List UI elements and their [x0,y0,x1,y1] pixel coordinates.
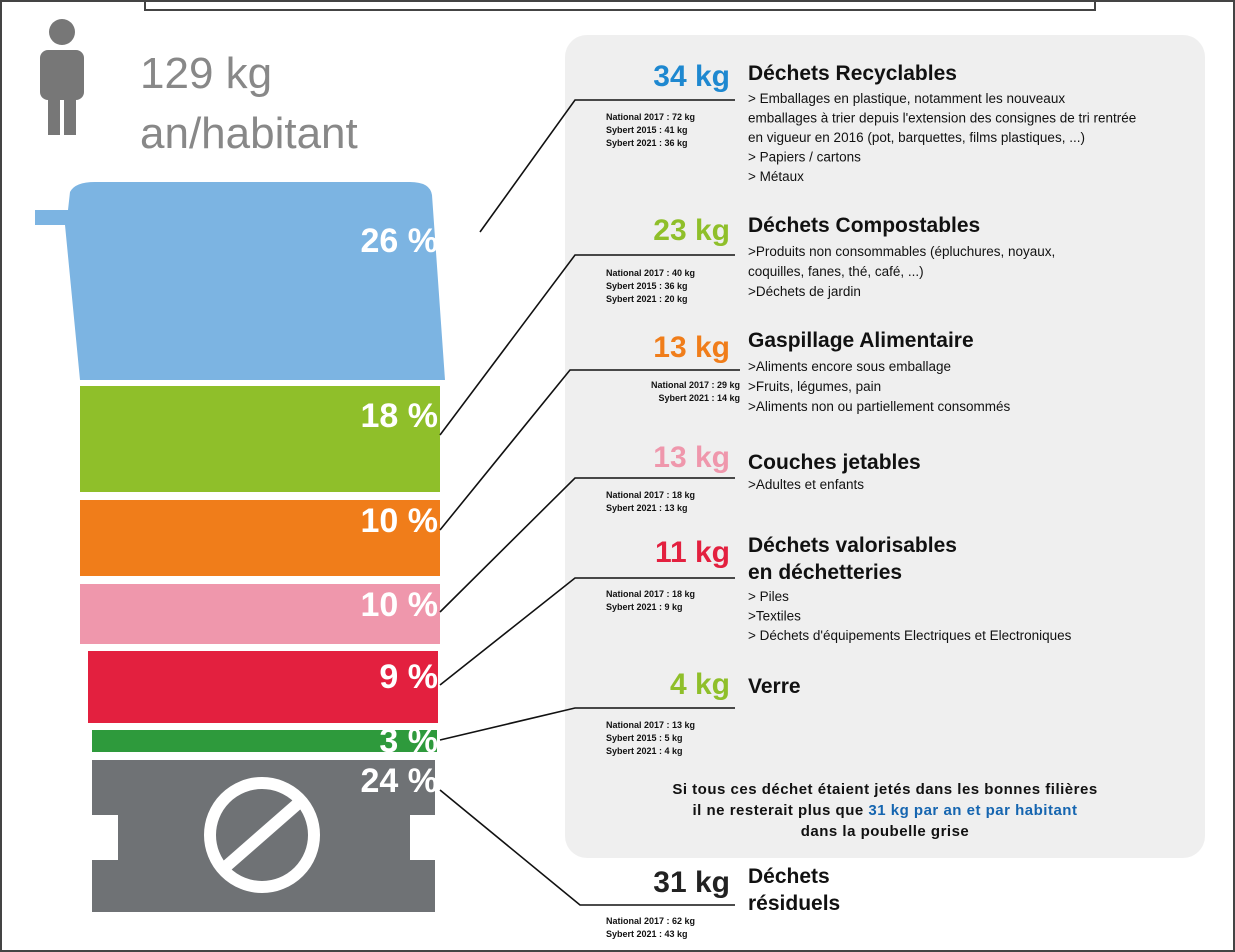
item-title: en déchetteries [748,561,902,584]
item-detail: >Fruits, légumes, pain [748,379,881,394]
bin [35,182,445,912]
note-highlight: 31 kg par an et par habitant [868,802,1077,819]
item-detail: en vigueur en 2016 (pot, barquettes, fil… [748,130,1085,145]
item-detail: >Textiles [748,609,801,624]
item-stat: National 2017 : 62 kg [606,916,695,926]
item-stat: Sybert 2015 : 41 kg [606,125,688,135]
amount: 23 kg [653,214,730,247]
item-stat: National 2017 : 18 kg [606,490,695,500]
total-weight: 129 kg [140,49,272,98]
item-stat: Sybert 2021 : 13 kg [606,503,688,513]
item-detail: > Déchets d'équipements Electriques et E… [748,628,1072,643]
item-detail: coquilles, fanes, thé, café, ...) [748,264,924,279]
item-stat: National 2017 : 18 kg [606,589,695,599]
item-stat: Sybert 2021 : 4 kg [606,746,683,756]
item-stat: Sybert 2021 : 9 kg [606,602,683,612]
item-stat: National 2017 : 40 kg [606,268,695,278]
amount: 31 kg [653,866,730,899]
segment-label: 10 % [361,586,439,624]
item-stat: National 2017 : 13 kg [606,720,695,730]
segment-label: 26 % [361,222,439,260]
amount: 13 kg [653,331,730,364]
item-detail: > Papiers / cartons [748,150,861,165]
item-detail: >Aliments encore sous emballage [748,359,951,374]
item-title: Déchets valorisables [748,534,957,557]
item-stat: Sybert 2021 : 43 kg [606,929,688,939]
item-stat: Sybert 2015 : 36 kg [606,281,688,291]
note-line: Si tous ces déchet étaient jetés dans le… [672,781,1097,798]
item-detail: > Piles [748,589,789,604]
infographic: 129 kg an/habitant 26 % 18 % 10 % 10 % 9 % 3 … [0,0,1235,952]
segment-label: 18 % [361,397,439,435]
note-line: il ne resterait plus que 31 kg par an et… [693,802,1078,819]
segment-label: 9 % [379,658,438,696]
segment-label: 3 % [379,722,438,760]
item-detail: >Adultes et enfants [748,477,864,492]
amount: 4 kg [670,668,730,701]
item-stat: Sybert 2021 : 20 kg [606,294,688,304]
amount: 13 kg [653,441,730,474]
item-detail: > Emballages en plastique, notamment les… [748,91,1065,106]
item-detail: >Produits non consommables (épluchures, … [748,244,1055,259]
segment-label: 10 % [361,502,439,540]
item-detail: > Métaux [748,169,804,184]
item-stat: Sybert 2021 : 36 kg [606,138,688,148]
total-unit: an/habitant [140,109,358,158]
item-detail: >Aliments non ou partiellement consommés [748,399,1011,414]
item-title: résiduels [748,892,840,915]
item-stat: National 2017 : 72 kg [606,112,695,122]
amount: 34 kg [653,60,730,93]
segment-label: 24 % [361,762,439,800]
item-title: Verre [748,675,801,698]
amount: 11 kg [655,536,730,569]
person-icon [40,19,84,135]
item-title: Déchets Recyclables [748,62,957,85]
item-stat: Sybert 2015 : 5 kg [606,733,683,743]
item-stat: National 2017 : 29 kg [651,380,740,390]
item-title: Déchets [748,865,830,888]
item-stat: Sybert 2021 : 14 kg [658,393,740,403]
item-detail: >Déchets de jardin [748,284,861,299]
item-title: Couches jetables [748,451,921,474]
item-detail: emballages à trier depuis l'extension de… [748,111,1136,126]
note-text: il ne resterait plus que [693,802,864,819]
item-title: Gaspillage Alimentaire [748,329,974,352]
note-line: dans la poubelle grise [801,823,970,840]
item-title: Déchets Compostables [748,214,980,237]
